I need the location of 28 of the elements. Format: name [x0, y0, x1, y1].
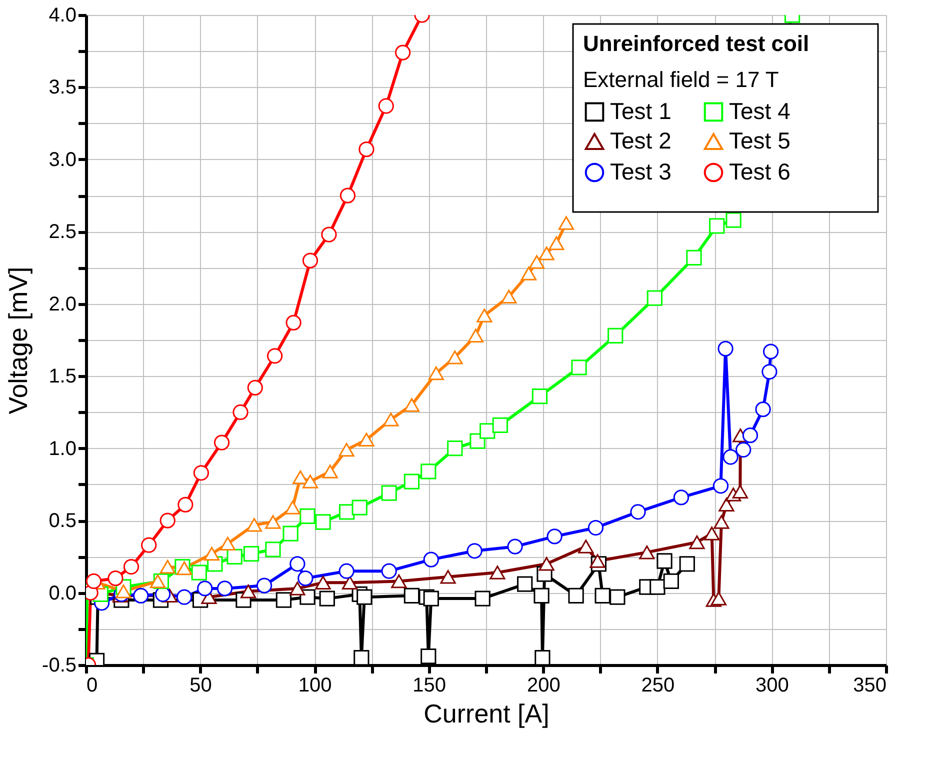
x-tick-label: 100 — [298, 674, 332, 696]
x-tick-label: 250 — [641, 674, 675, 696]
x-tick-label: 350 — [853, 674, 886, 696]
y-tick-label: 2.5 — [48, 221, 76, 244]
y-tick-label: 2.0 — [48, 293, 76, 316]
y-tick-label: 0.5 — [48, 510, 76, 532]
y-tick-label: 4.0 — [48, 4, 76, 26]
legend-label: Test 5 — [729, 128, 790, 154]
x-tick-label: 50 — [190, 674, 212, 696]
y-tick-label: 3.0 — [48, 148, 76, 171]
legend-label: Test 6 — [729, 158, 790, 184]
x-tick-label: 300 — [756, 674, 789, 696]
y-tick-label: 0.0 — [48, 582, 76, 604]
legend-label: Test 4 — [729, 98, 791, 124]
legend-title: Unreinforced test coil — [583, 31, 810, 56]
y-tick-label: -0.5 — [42, 654, 76, 676]
y-axis-title: Voltage [mV] — [3, 266, 34, 414]
y-tick-label: 1.5 — [48, 366, 76, 388]
legend-label: Test 3 — [610, 158, 672, 184]
x-tick-label: 150 — [412, 674, 446, 696]
legend-label: Test 1 — [610, 98, 672, 124]
x-tick-label: 0 — [86, 674, 98, 696]
x-tick-label: 200 — [526, 674, 560, 696]
y-tick-label: 3.5 — [48, 76, 76, 99]
x-axis-title: Current [A] — [424, 698, 550, 728]
y-tick-label: 1.0 — [48, 438, 76, 460]
annotation: External field = 17 T — [583, 67, 779, 92]
legend-label: Test 2 — [610, 128, 672, 154]
